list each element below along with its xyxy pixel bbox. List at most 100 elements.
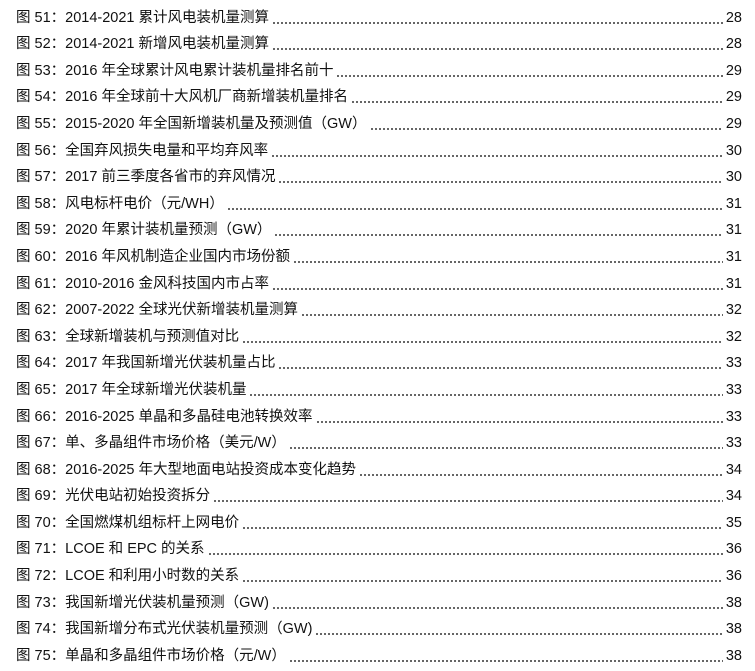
dot-leader <box>271 154 723 157</box>
dot-leader <box>350 101 723 104</box>
toc-entry-title: 图 72：LCOE 和利用小时数的关系 <box>16 568 240 585</box>
toc-entry-title: 图 74：我国新增分布式光伏装机量预测（GW) <box>16 621 313 638</box>
table-of-figures: 图 51：2014-2021 累计风电装机量测算 28 图 52：2014-2021… <box>16 4 742 669</box>
toc-entry-page: 29 <box>725 89 742 106</box>
toc-entry[interactable]: 图 52：2014-2021 新增风电装机量测算 28 <box>16 31 742 58</box>
toc-entry-title: 图 52：2014-2021 新增风电装机量测算 <box>16 36 270 53</box>
toc-entry-page: 30 <box>725 142 742 159</box>
toc-entry-title: 图 69：光伏电站初始投资拆分 <box>16 488 211 505</box>
dot-leader <box>242 340 723 343</box>
dot-leader <box>272 287 723 290</box>
dot-leader <box>369 127 723 130</box>
toc-entry-title: 图 57：2017 前三季度各省市的弃风情况 <box>16 169 276 186</box>
toc-entry-title: 图 56：全国弃风损失电量和平均弃风率 <box>16 142 269 159</box>
toc-entry[interactable]: 图 61：2010-2016 金风科技国内市占率 31 <box>16 270 742 297</box>
toc-entry-title: 图 61：2010-2016 金风科技国内市占率 <box>16 275 270 292</box>
toc-entry-page: 32 <box>725 302 742 319</box>
toc-entry-title: 图 53：2016 年全球累计风电累计装机量排名前十 <box>16 62 334 79</box>
toc-entry-page: 31 <box>725 222 742 239</box>
toc-entry-page: 28 <box>725 9 742 26</box>
dot-leader <box>249 393 723 396</box>
toc-entry-page: 34 <box>725 461 742 478</box>
dot-leader <box>271 606 723 609</box>
dot-leader <box>292 260 723 263</box>
dot-leader <box>288 659 723 662</box>
toc-entry[interactable]: 图 74：我国新增分布式光伏装机量预测（GW) 38 <box>16 616 742 643</box>
toc-entry-title: 图 64：2017 年我国新增光伏装机量占比 <box>16 355 276 372</box>
toc-entry[interactable]: 图 59：2020 年累计装机量预测（GW） 31 <box>16 217 742 244</box>
toc-entry[interactable]: 图 56：全国弃风损失电量和平均弃风率 30 <box>16 137 742 164</box>
toc-entry-page: 33 <box>725 355 742 372</box>
toc-entry[interactable]: 图 71：LCOE 和 EPC 的关系 36 <box>16 536 742 563</box>
toc-entry[interactable]: 图 66：2016-2025 单晶和多晶硅电池转换效率 33 <box>16 403 742 430</box>
dot-leader <box>359 473 723 476</box>
toc-entry[interactable]: 图 68：2016-2025 年大型地面电站投资成本变化趋势 34 <box>16 456 742 483</box>
toc-entry[interactable]: 图 64：2017 年我国新增光伏装机量占比 33 <box>16 350 742 377</box>
toc-entry[interactable]: 图 67：单、多晶组件市场价格（美元/W） 33 <box>16 430 742 457</box>
toc-entry-title: 图 66：2016-2025 单晶和多晶硅电池转换效率 <box>16 408 313 425</box>
dot-leader <box>274 234 723 237</box>
dot-leader <box>272 48 723 51</box>
toc-entry-title: 图 51：2014-2021 累计风电装机量测算 <box>16 9 270 26</box>
toc-entry[interactable]: 图 72：LCOE 和利用小时数的关系 36 <box>16 562 742 589</box>
toc-entry-page: 31 <box>725 275 742 292</box>
toc-entry-page: 28 <box>725 36 742 53</box>
toc-entry[interactable]: 图 54：2016 年全球前十大风机厂商新增装机量排名 29 <box>16 84 742 111</box>
toc-entry[interactable]: 图 62：2007-2022 全球光伏新增装机量测算 32 <box>16 297 742 324</box>
toc-entry-page: 36 <box>725 568 742 585</box>
toc-entry-title: 图 58：风电标杆电价（元/WH） <box>16 195 224 212</box>
toc-entry-page: 35 <box>725 514 742 531</box>
toc-entry[interactable]: 图 58：风电标杆电价（元/WH） 31 <box>16 190 742 217</box>
toc-entry[interactable]: 图 73：我国新增光伏装机量预测（GW) 38 <box>16 589 742 616</box>
toc-entry-title: 图 70：全国燃煤机组标杆上网电价 <box>16 514 240 531</box>
dot-leader <box>301 314 723 317</box>
toc-entry[interactable]: 图 53：2016 年全球累计风电累计装机量排名前十 29 <box>16 57 742 84</box>
dot-leader <box>288 447 723 450</box>
toc-entry-title: 图 60：2016 年风机制造企业国内市场份额 <box>16 248 290 265</box>
toc-entry[interactable]: 图 65：2017 年全球新增光伏装机量 33 <box>16 376 742 403</box>
dot-leader <box>315 420 723 423</box>
toc-entry-page: 38 <box>725 594 742 611</box>
toc-entry[interactable]: 图 63：全球新增装机与预测值对比 32 <box>16 323 742 350</box>
toc-entry-title: 图 59：2020 年累计装机量预测（GW） <box>16 222 272 239</box>
toc-entry[interactable]: 图 55：2015-2020 年全国新增装机量及预测值（GW） 29 <box>16 110 742 137</box>
toc-entry[interactable]: 图 60：2016 年风机制造企业国内市场份额 31 <box>16 243 742 270</box>
dot-leader <box>213 500 723 503</box>
toc-entry-page: 29 <box>725 115 742 132</box>
toc-entry[interactable]: 图 70：全国燃煤机组标杆上网电价 35 <box>16 509 742 536</box>
toc-entry-page: 33 <box>725 408 742 425</box>
toc-entry-title: 图 71：LCOE 和 EPC 的关系 <box>16 541 205 558</box>
toc-entry[interactable]: 图 69：光伏电站初始投资拆分 34 <box>16 483 742 510</box>
toc-entry-title: 图 68：2016-2025 年大型地面电站投资成本变化趋势 <box>16 461 357 478</box>
toc-entry-page: 36 <box>725 541 742 558</box>
dot-leader <box>278 181 723 184</box>
toc-entry-title: 图 67：单、多晶组件市场价格（美元/W） <box>16 435 286 452</box>
dot-leader <box>242 580 723 583</box>
toc-entry-page: 30 <box>725 169 742 186</box>
toc-entry-title: 图 55：2015-2020 年全国新增装机量及预测值（GW） <box>16 115 367 132</box>
toc-entry-page: 38 <box>725 621 742 638</box>
dot-leader <box>272 21 723 24</box>
toc-entry-page: 38 <box>725 647 742 664</box>
toc-entry-title: 图 63：全球新增装机与预测值对比 <box>16 328 240 345</box>
toc-entry-page: 33 <box>725 381 742 398</box>
toc-entry[interactable]: 图 57：2017 前三季度各省市的弃风情况 30 <box>16 164 742 191</box>
dot-leader <box>242 526 723 529</box>
toc-entry-title: 图 65：2017 年全球新增光伏装机量 <box>16 381 247 398</box>
toc-entry-title: 图 54：2016 年全球前十大风机厂商新增装机量排名 <box>16 89 348 106</box>
toc-entry-title: 图 62：2007-2022 全球光伏新增装机量测算 <box>16 302 299 319</box>
dot-leader <box>315 633 723 636</box>
toc-entry-page: 34 <box>725 488 742 505</box>
dot-leader <box>336 74 723 77</box>
toc-entry-page: 31 <box>725 248 742 265</box>
dot-leader <box>278 367 723 370</box>
toc-entry-title: 图 75：单晶和多晶组件市场价格（元/W） <box>16 647 286 664</box>
toc-entry-page: 33 <box>725 435 742 452</box>
toc-entry[interactable]: 图 51：2014-2021 累计风电装机量测算 28 <box>16 4 742 31</box>
toc-entry[interactable]: 图 75：单晶和多晶组件市场价格（元/W） 38 <box>16 642 742 669</box>
dot-leader <box>207 553 723 556</box>
toc-entry-page: 32 <box>725 328 742 345</box>
toc-entry-title: 图 73：我国新增光伏装机量预测（GW) <box>16 594 269 611</box>
dot-leader <box>226 207 723 210</box>
toc-entry-page: 31 <box>725 195 742 212</box>
